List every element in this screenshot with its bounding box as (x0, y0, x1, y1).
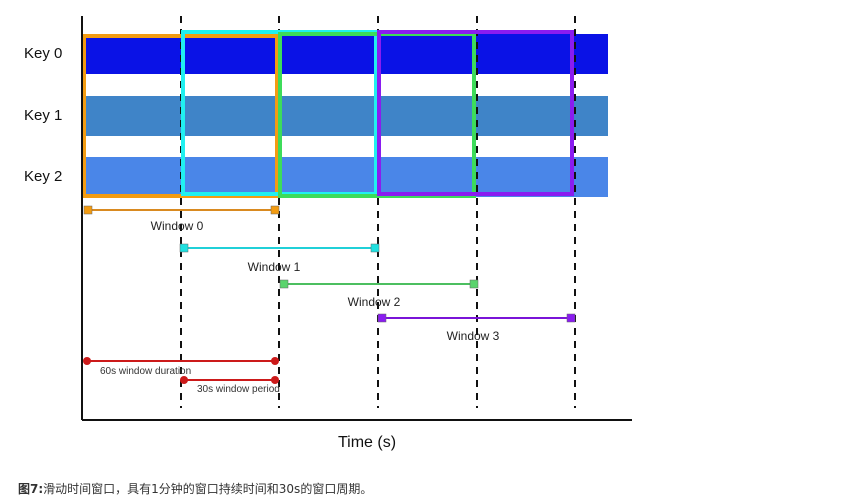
period-start-dot (180, 376, 188, 384)
window-span-start-marker-1 (179, 243, 189, 253)
key-labels: Key 0 Key 1 Key 2 (24, 45, 62, 185)
window-span-start-marker-2 (279, 279, 289, 289)
duration-start-dot (83, 357, 91, 365)
window-span-end-marker-2 (469, 279, 479, 289)
key-band-1 (84, 96, 608, 136)
caption-prefix: 图7: (18, 482, 44, 496)
window-boxes (82, 30, 574, 198)
caption-text: 滑动时间窗口，具有1分钟的窗口持续时间和30s的窗口周期。 (43, 482, 373, 496)
window-span-start-marker-0 (83, 205, 93, 215)
sliding-window-diagram: Window 0 Window 1 Window 2 Window 3 60s win… (24, 16, 632, 451)
window-label-3: Window 3 (447, 329, 500, 343)
key-label-2: Key 2 (24, 168, 62, 185)
key-label-0: Key 0 (24, 45, 62, 62)
window-span-start-marker-3 (377, 313, 387, 323)
figure-caption: 图7:滑动时间窗口，具有1分钟的窗口持续时间和30s的窗口周期。 (18, 480, 372, 497)
window-spans: Window 0 Window 1 Window 2 Window 3 (83, 205, 576, 343)
window-span-end-marker-0 (270, 205, 280, 215)
window-span-end-marker-3 (566, 313, 576, 323)
key-label-1: Key 1 (24, 107, 62, 124)
key-band-2 (84, 157, 608, 197)
duration-end-dot (271, 357, 279, 365)
period-label: 30s window period (197, 384, 280, 395)
period-end-dot (271, 376, 279, 384)
axes: Time (s) (81, 16, 632, 451)
annotations: 60s window duration 30s window period (83, 357, 280, 395)
window-box-0 (82, 34, 279, 198)
key-bands (84, 34, 608, 197)
window-label-1: Window 1 (248, 260, 301, 274)
window-label-2: Window 2 (348, 295, 401, 309)
duration-label: 60s window duration (100, 366, 191, 377)
window-label-0: Window 0 (151, 219, 204, 233)
x-axis-label: Time (s) (338, 434, 396, 451)
window-span-end-marker-1 (370, 243, 380, 253)
window-box-3 (377, 30, 574, 196)
key-band-0 (84, 34, 608, 74)
